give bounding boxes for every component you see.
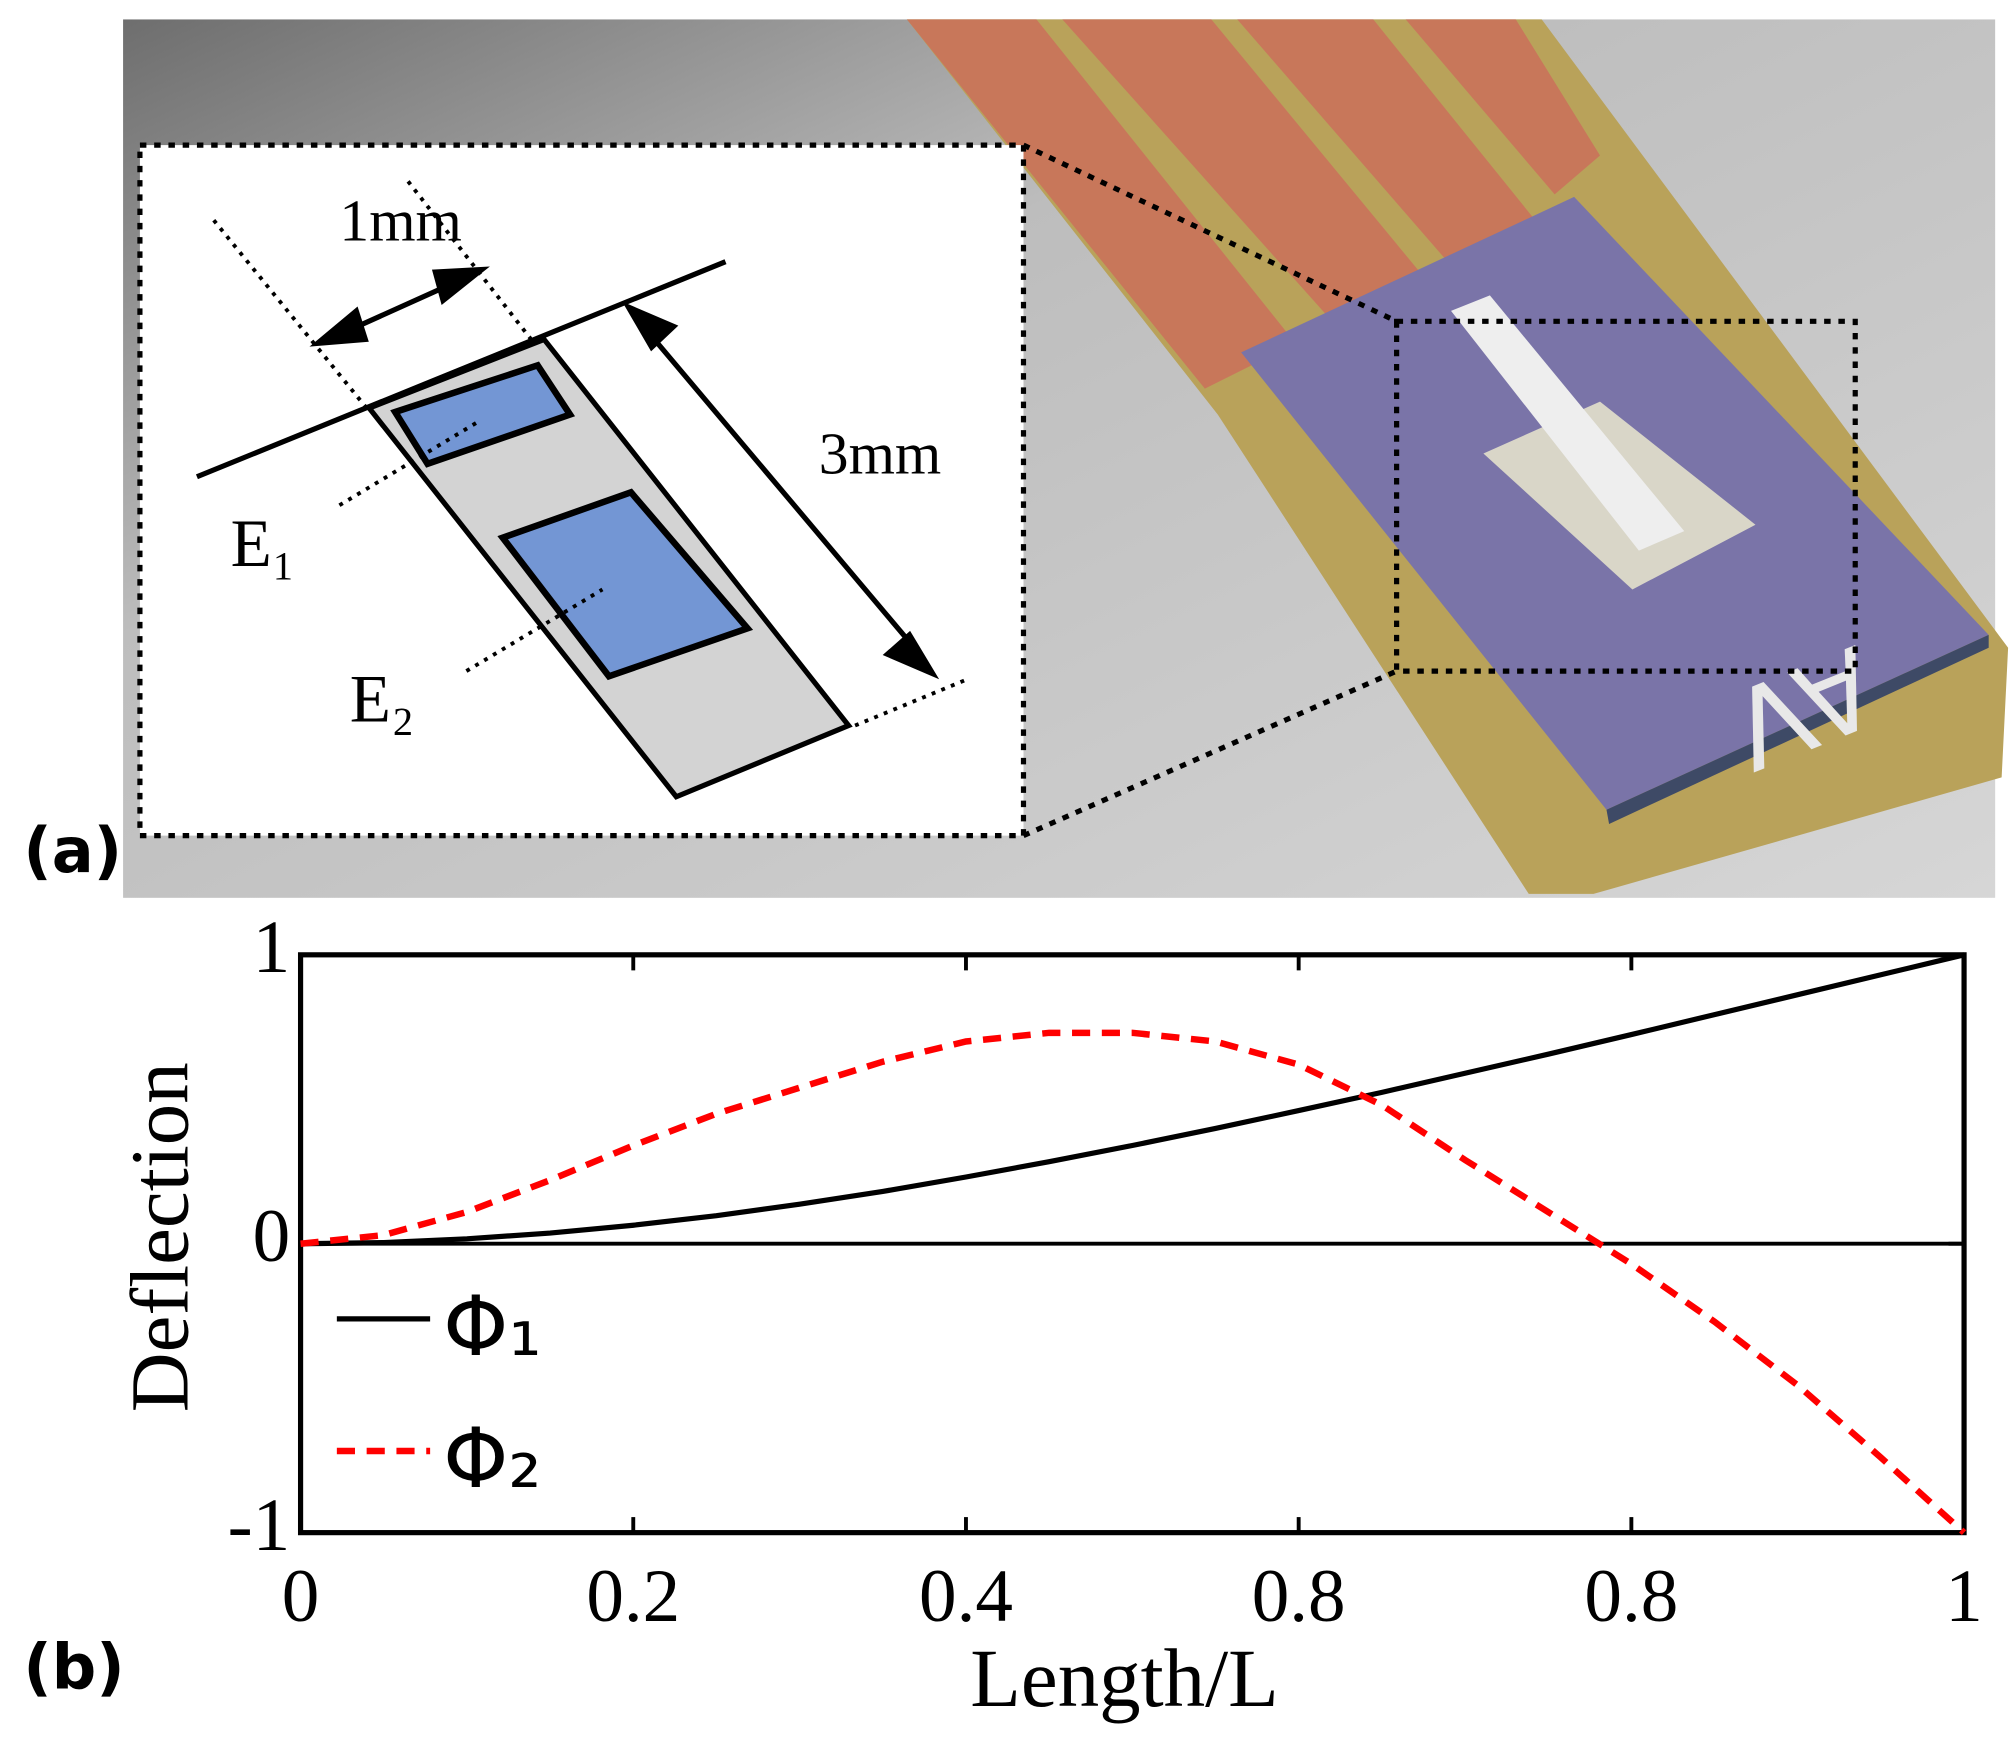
y-tick-label: 1 bbox=[253, 906, 291, 989]
zoom-box bbox=[1394, 318, 1858, 674]
length-label: 3mm bbox=[819, 421, 941, 487]
y-axis-label: Deflection bbox=[113, 1062, 205, 1412]
zoom-line bbox=[1022, 668, 1398, 839]
x-tick-label: 0.8 bbox=[1584, 1555, 1678, 1638]
photo: AV 1mm 3mm E₁ E₂ (a) bbox=[23, 19, 2009, 898]
electrode-label: E₁ bbox=[231, 506, 296, 581]
copper-strip bbox=[906, 19, 1296, 389]
dimension-arrows bbox=[309, 266, 940, 680]
electrode bbox=[390, 361, 576, 468]
x-axis-label: Length/L bbox=[970, 1632, 1279, 1724]
x-tick-label: 0.2 bbox=[586, 1555, 680, 1638]
legend-label: Φ₁ bbox=[443, 1278, 542, 1375]
copper-strip bbox=[1062, 19, 1426, 324]
legend-label: Φ₂ bbox=[443, 1410, 542, 1507]
x-tick-label: 0 bbox=[282, 1555, 320, 1638]
y-tick-label: -1 bbox=[228, 1484, 291, 1567]
cantilever bbox=[1451, 295, 1685, 551]
panel-label: (b) bbox=[23, 1630, 124, 1703]
x-tick-label: 0.4 bbox=[919, 1555, 1013, 1638]
width-label: 1mm bbox=[339, 187, 461, 253]
chip-edge bbox=[1606, 634, 1989, 824]
zoom-line bbox=[1022, 142, 1398, 324]
series-line bbox=[300, 952, 1965, 1247]
x-tick-label: 0.8 bbox=[1252, 1555, 1346, 1638]
copper-strip bbox=[1405, 19, 1601, 195]
guide-lines bbox=[212, 180, 966, 728]
electrode-label: E₂ bbox=[350, 662, 415, 737]
panel-label: (a) bbox=[23, 814, 122, 887]
clamp-line bbox=[195, 259, 727, 480]
y-tick-label: 0 bbox=[253, 1195, 291, 1278]
x-tick-label: 1 bbox=[1945, 1555, 1983, 1638]
series-line bbox=[300, 1029, 1967, 1536]
copper-strip bbox=[1237, 19, 1536, 266]
electrode bbox=[497, 488, 754, 681]
